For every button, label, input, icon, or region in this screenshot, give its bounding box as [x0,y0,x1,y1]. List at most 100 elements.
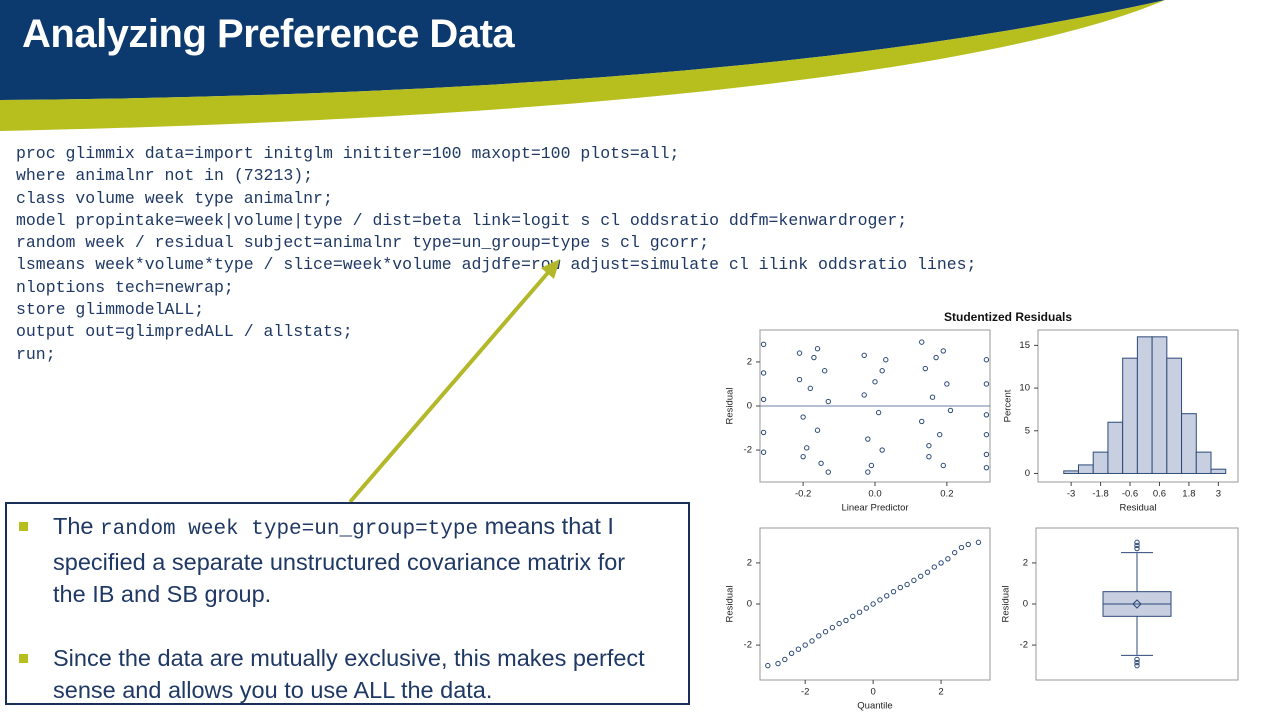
point [814,346,821,352]
y-tick-label: 2 [747,557,752,568]
point [877,597,883,603]
point [829,624,836,631]
y-axis-label: Residual [725,586,736,623]
point [775,660,781,667]
hist-bar [1136,336,1153,474]
x-tick-label: 0 [870,687,875,698]
hist-bar [1092,451,1109,474]
point [917,573,924,579]
point [983,357,990,363]
outlier [1134,659,1140,666]
point [804,445,810,451]
bullet: Since the data are mutually exclusive, t… [19,642,663,706]
point [822,629,829,635]
point [983,431,990,438]
header-blue [0,0,1165,100]
code-line: nloptions tech=newrap; [16,277,234,297]
point [861,352,867,359]
point [936,431,943,438]
point [875,409,882,416]
point [861,392,867,398]
point [924,569,931,575]
point [800,414,806,420]
bullet-list: The random week type=un_group=type means… [7,510,688,706]
code-line: run; [16,344,56,364]
bullet-text: means that I specified a separate unstru… [53,513,626,607]
point [796,350,803,356]
point [760,370,767,376]
y-tick-label: 0 [1025,468,1030,479]
point [947,407,954,414]
outlier [1134,662,1140,669]
hist-bar [1195,451,1212,474]
point [929,394,936,400]
y-axis-label: Residual [725,388,736,425]
x-tick-label: 1.8 [1182,489,1195,500]
code-block: proc glimmix data=import initglm initite… [16,143,976,366]
code-line: output out=glimpredALL / allstats; [16,322,353,342]
code-line: model propintake=week|volume|type / dist… [16,210,908,230]
hist-bar [1151,336,1168,474]
point [796,376,803,383]
code-line: random week / residual subject=animalnr … [16,233,710,253]
x-axis-label: Residual [1120,503,1157,514]
x-tick-label: 0.6 [1153,489,1166,500]
point [836,620,842,627]
point [944,381,950,387]
point [884,593,890,599]
point [825,398,831,405]
frame [1037,329,1239,483]
point [904,581,910,588]
point [883,357,889,363]
point [821,368,828,374]
point [922,365,929,372]
header-swoosh [0,0,1165,131]
point [983,412,990,418]
code-line: store glimmodelALL; [16,300,205,320]
y-tick-label: -2 [744,445,752,456]
hist-bar [1107,421,1124,474]
x-tick-label: -0.2 [795,489,811,500]
hist-bar [1077,464,1094,474]
arrow-head [541,259,560,279]
y-tick-label: 10 [1019,383,1030,394]
point [931,564,937,570]
point [868,462,875,469]
point [940,348,946,354]
x-tick-label: -2 [801,687,809,698]
point [760,396,767,403]
x-tick-label: -1.8 [1092,489,1108,500]
header-band [0,0,1165,131]
bullet-text: The [53,513,101,539]
y-axis-label: Percent [1003,389,1014,422]
point [863,605,870,611]
point [809,638,815,644]
y-tick-label: 15 [1019,340,1030,351]
point [911,577,917,584]
point [782,656,788,663]
y-tick-label: -2 [744,640,752,651]
point [850,613,856,620]
point [958,544,965,551]
point [865,436,871,442]
hist-bar [1210,468,1227,474]
point [807,385,814,392]
point [788,650,795,656]
point [919,339,925,345]
point [814,427,821,433]
point [802,642,808,648]
point [975,539,982,546]
x-tick-label: 0.2 [940,489,953,500]
point [983,464,990,471]
point [760,341,767,348]
point [940,462,946,469]
y-tick-label: 0 [1023,599,1028,610]
code-line: where animalnr not in (73213); [16,166,314,186]
point [760,449,767,455]
point [818,460,824,466]
mean [1132,599,1142,609]
point [800,453,806,460]
y-tick-label: 5 [1025,425,1030,436]
